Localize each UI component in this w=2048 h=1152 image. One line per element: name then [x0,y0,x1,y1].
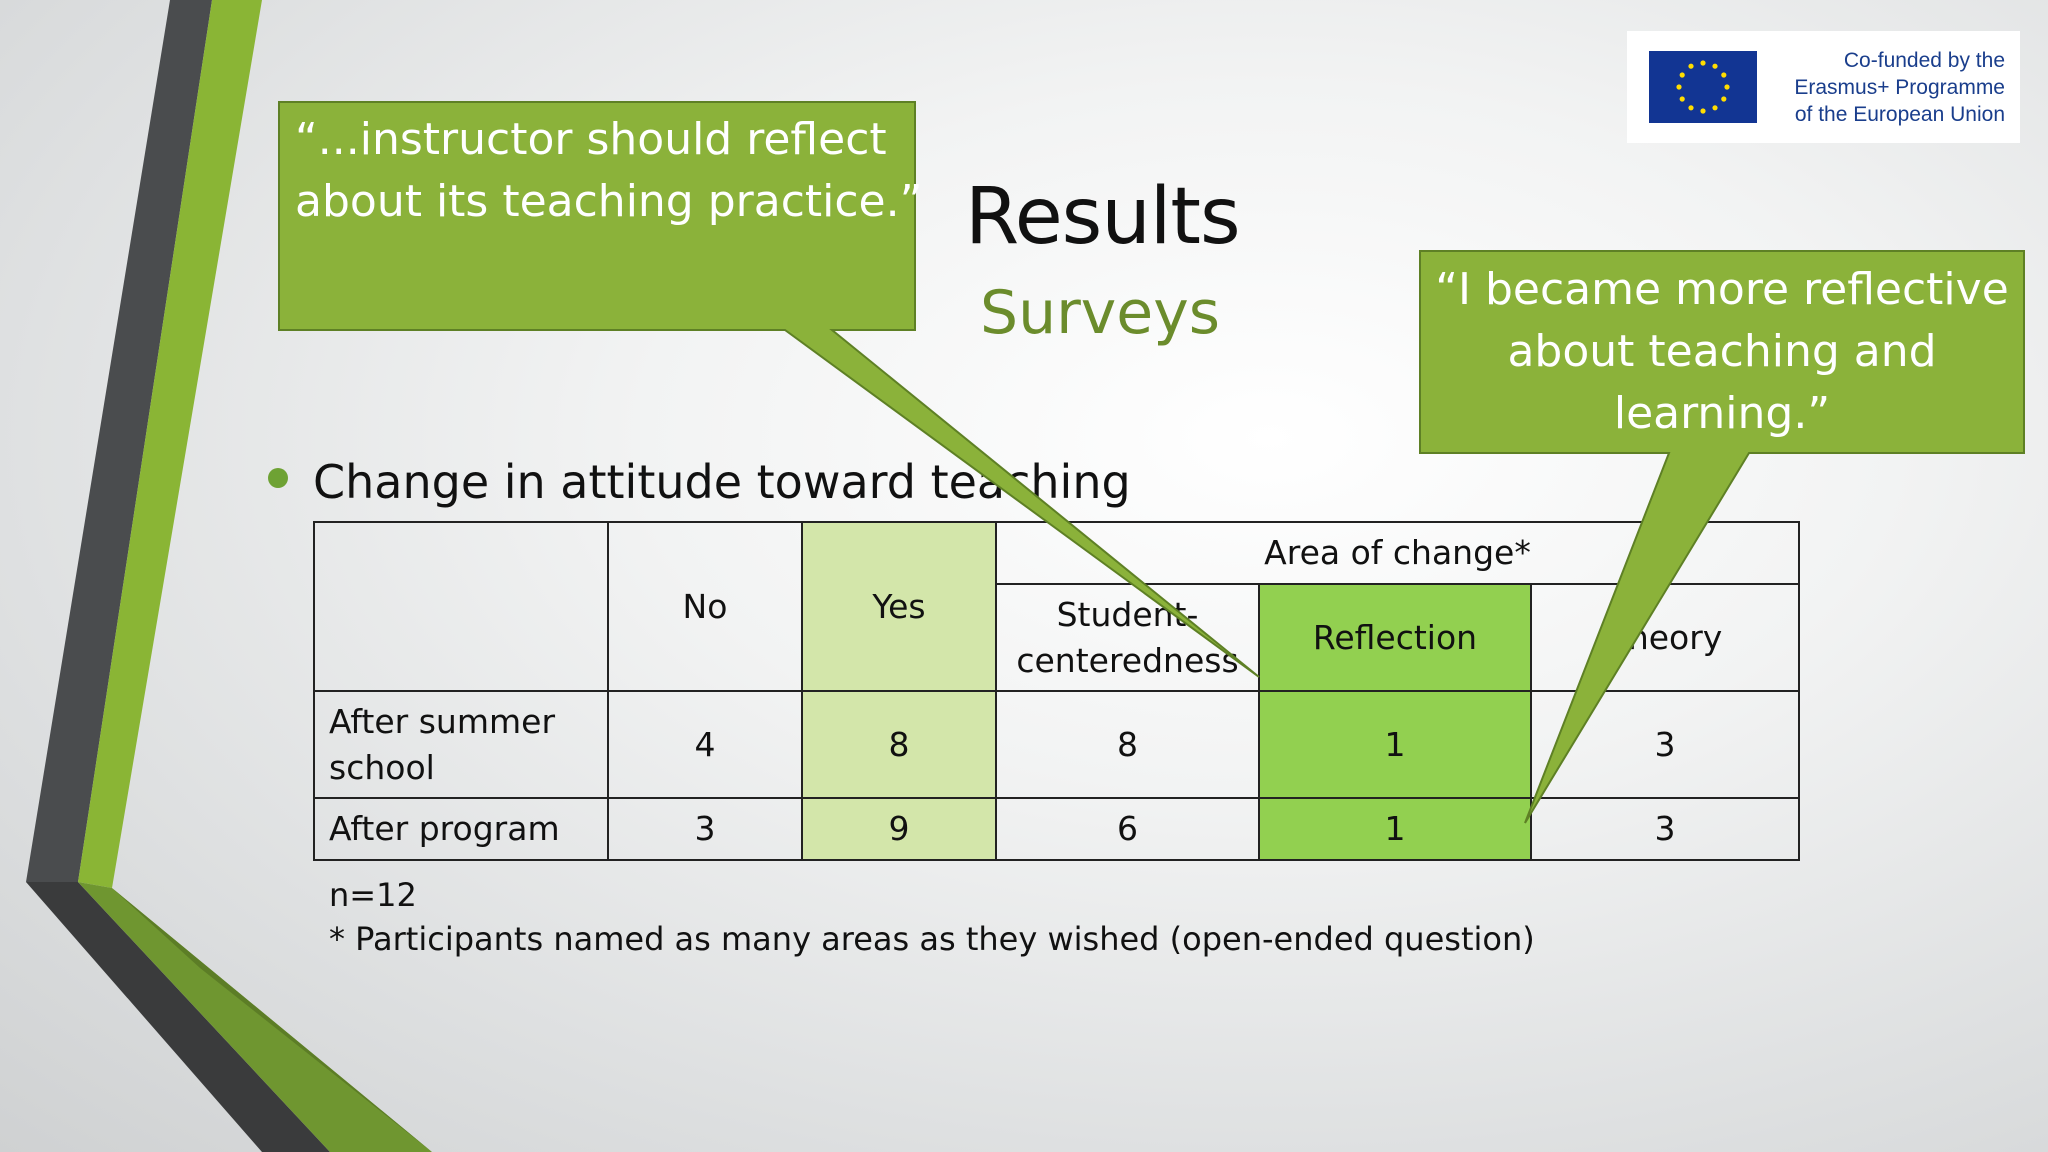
header-yes: Yes [801,521,997,692]
cell-no: 3 [607,797,803,861]
cell-reflection: 1 [1258,797,1532,861]
bullet-text: Change in attitude toward teaching [313,455,1131,509]
header-student-line-2: centeredness [1016,640,1239,680]
eu-logo-line-3: of the European Union [1794,103,2005,126]
cell-theory: 3 [1530,690,1800,799]
callout-right-line-3: learning.” [1613,388,1831,439]
callout-right-quote: “I became more reflective about teaching… [1420,259,2024,445]
header-student-centeredness: Student- centeredness [995,583,1260,692]
footnote-star: * Participants named as many areas as th… [329,920,1535,958]
table-row: After summer school 4 8 8 1 3 [313,690,1800,799]
row-label-line-1: After summer [329,701,556,741]
eu-logo-line-1: Co-funded by the [1843,49,2005,72]
row-label: After program [313,797,609,861]
callout-right-line-1: “I became more reflective [1435,264,2009,315]
eu-logo-text: Co-funded by the Erasmus+ Programme of t… [1769,47,2005,128]
table-corner-cell [313,521,609,692]
row-label-line-2: school [329,747,435,787]
callout-right-line-2: about teaching and [1507,326,1937,377]
results-table: No Yes Area of change* Student- centered… [313,521,1800,861]
header-reflection: Reflection [1258,583,1532,692]
eu-logo-line-2: Erasmus+ Programme [1794,76,2005,99]
header-student-line-1: Student- [1056,594,1199,634]
cell-student: 8 [995,690,1260,799]
decorative-side-stripes [26,0,432,1152]
eu-cofunded-logo: Co-funded by the Erasmus+ Programme of t… [1627,31,2020,143]
row-label: After summer school [313,690,609,799]
header-theory: Theory [1530,583,1800,692]
callout-left-line-2: about its teaching practice.” [295,176,923,227]
slide-title: Results [965,172,1241,262]
footnote-n: n=12 [329,876,417,914]
cell-student: 6 [995,797,1260,861]
cell-yes: 8 [801,690,997,799]
header-no: No [607,521,803,692]
table-row: After program 3 9 6 1 3 [313,797,1800,861]
bullet-icon [268,468,288,488]
cell-theory: 3 [1530,797,1800,861]
cell-no: 4 [607,690,803,799]
header-area-of-change: Area of change* [995,521,1800,585]
cell-reflection: 1 [1258,690,1532,799]
callout-left-quote: “...instructor should reflect about its … [295,109,922,233]
cell-yes: 9 [801,797,997,861]
slide-subtitle: Surveys [980,278,1220,348]
callout-left-line-1: “...instructor should reflect [295,114,887,165]
eu-flag-icon [1649,51,1757,123]
